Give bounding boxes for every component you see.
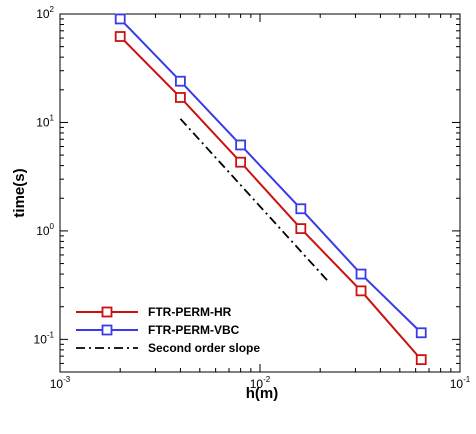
x-tick-label: 10-3 bbox=[50, 375, 71, 391]
data-point bbox=[175, 92, 186, 103]
y-tick-label: 100 bbox=[36, 222, 54, 238]
data-point bbox=[295, 203, 307, 215]
data-point bbox=[415, 327, 427, 339]
data-point bbox=[355, 285, 367, 297]
series-line bbox=[179, 118, 330, 283]
legend-item: FTR-PERM-HR bbox=[76, 305, 232, 319]
x-tick-label: 10-2 bbox=[250, 375, 271, 391]
y-tick-label: 102 bbox=[36, 5, 54, 21]
data-point bbox=[415, 354, 427, 366]
series-0 bbox=[114, 31, 427, 366]
legend-label: FTR-PERM-VBC bbox=[148, 323, 240, 337]
y-tick-label: 101 bbox=[36, 113, 54, 129]
data-point bbox=[175, 75, 186, 87]
axis-ticks bbox=[59, 13, 461, 373]
series-line bbox=[119, 35, 422, 361]
legend: FTR-PERM-HR FTR-PERM-VBC Second order slop… bbox=[76, 305, 260, 355]
data-point bbox=[355, 268, 367, 280]
legend-item: Second order slope bbox=[76, 341, 260, 355]
x-tick-labels: 10-3 10-2 10-1 bbox=[50, 375, 471, 391]
series-line bbox=[119, 18, 422, 334]
legend-item: FTR-PERM-VBC bbox=[76, 323, 240, 337]
data-point bbox=[295, 223, 307, 235]
data-point bbox=[235, 156, 247, 168]
data-point bbox=[114, 31, 126, 42]
y-tick-labels: 10-1 100 101 102 bbox=[34, 5, 55, 346]
legend-marker bbox=[101, 306, 113, 318]
series-2 bbox=[179, 118, 330, 283]
data-point bbox=[114, 13, 126, 25]
data-point bbox=[235, 139, 247, 151]
y-tick-label: 10-1 bbox=[34, 330, 55, 346]
plot-frame bbox=[59, 13, 461, 373]
series-group bbox=[114, 13, 427, 366]
x-axis-title: h(m) bbox=[246, 385, 279, 402]
series-1 bbox=[114, 13, 427, 339]
legend-marker bbox=[101, 324, 113, 336]
legend-label: Second order slope bbox=[148, 341, 260, 355]
y-axis-title: time(s) bbox=[11, 168, 28, 217]
legend-label: FTR-PERM-HR bbox=[148, 305, 232, 319]
x-tick-label: 10-1 bbox=[450, 375, 471, 391]
